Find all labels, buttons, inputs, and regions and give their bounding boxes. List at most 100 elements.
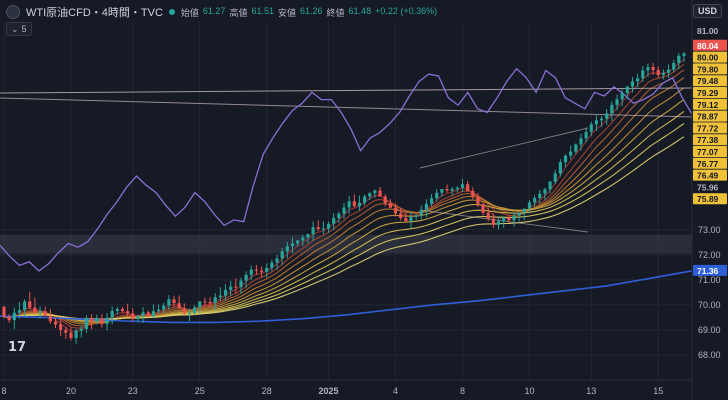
candle-body-106 [548,181,552,190]
candle-body-98 [507,217,511,221]
x-tick-label-10: 15 [653,386,663,396]
candle-46 [239,277,243,295]
candle-121 [625,85,629,100]
candle-63 [326,221,331,233]
candle-body-94 [486,212,490,219]
candle-body-102 [527,202,532,209]
price-label-bg-6 [693,98,727,110]
candle-body-63 [326,223,331,229]
candle-132 [682,52,686,62]
candle-15 [79,325,83,338]
candle-body-42 [218,295,222,298]
candle-body-88 [455,187,459,189]
change-value: +0.22 (+0.36%) [375,5,438,16]
candle-117 [605,109,609,125]
candle-32 [167,295,171,310]
candle-body-126 [651,67,655,71]
price-label-9: 77.38 [697,135,719,145]
candle-body-29 [151,311,155,317]
candle-79 [409,211,413,229]
candle-body-35 [182,308,186,314]
candle-body-33 [172,299,176,304]
candle-96 [496,216,501,230]
candle-65 [337,211,341,224]
candle-body-14 [74,330,78,338]
candle-52 [270,259,274,272]
candle-30 [156,304,161,314]
price-label-8: 77.72 [697,123,719,133]
candle-75 [388,199,392,208]
candle-body-132 [682,53,686,56]
candle-92 [476,192,480,208]
candle-77 [399,207,403,221]
candle-body-13 [69,332,73,338]
candle-body-71 [368,193,372,197]
candle-26 [136,314,140,323]
candle-body-43 [223,289,228,296]
candle-body-66 [342,207,346,214]
candle-body-58 [301,237,305,241]
candle-body-50 [259,270,264,272]
price-label-bg-7 [693,110,727,122]
candle-body-90 [466,184,470,191]
candle-body-57 [296,240,300,244]
currency-button[interactable]: USD [692,4,722,18]
indicator-toggle-button[interactable]: ⌄ 5 [6,22,32,36]
price-label-bg-1 [693,39,727,51]
candle-body-119 [615,99,619,105]
candle-body-24 [126,311,130,314]
candle-body-115 [594,120,599,125]
candle-73 [378,186,382,197]
y-tick-label-2: 70.00 [698,300,721,310]
price-label-2: 80.00 [697,53,719,63]
candle-body-121 [625,86,629,94]
candle-body-26 [136,315,140,319]
price-label-15: 71.36 [697,266,719,276]
y-tick-label-1: 69.00 [698,325,721,335]
candle-131 [677,53,681,70]
candle-127 [656,66,660,79]
x-tick-label-2: 23 [128,386,138,396]
candle-109 [563,154,568,168]
candle-body-2 [12,312,16,321]
candle-120 [620,89,624,107]
candle-body-113 [584,131,588,139]
candle-99 [512,212,516,227]
candle-54 [280,247,284,265]
candle-106 [548,180,552,194]
candle-100 [517,212,521,222]
candle-102 [527,199,532,214]
candle-14 [74,328,78,344]
candle-29 [151,304,155,319]
candle-66 [342,202,346,220]
x-tick-label-3: 25 [195,386,205,396]
candle-body-65 [337,213,341,219]
candle-body-25 [131,313,135,319]
candle-56 [290,237,295,254]
candle-5 [28,291,32,310]
candle-body-34 [177,303,181,309]
trendline-upper [0,87,693,94]
ribbon-ma-3 [3,77,685,325]
price-label-3: 79.80 [697,64,719,74]
candle-27 [141,307,145,323]
candle-7 [38,306,42,319]
candle-18 [95,314,99,325]
candle-33 [172,295,176,308]
candle-body-89 [460,184,465,188]
candle-body-1 [7,316,11,321]
candle-body-16 [84,318,89,329]
candle-98 [507,214,511,223]
candle-body-3 [17,310,22,313]
symbol-title[interactable]: WTI原油CFD・4時間・TVC [26,7,163,19]
candle-45 [234,278,238,294]
chevron-down-icon: ⌄ [11,23,19,34]
ribbon-ma-2 [3,69,685,327]
candle-body-74 [383,196,387,204]
candle-13 [69,327,73,341]
candle-body-37 [193,307,197,313]
indicator-count: 5 [21,24,27,34]
candle-17 [89,314,94,330]
